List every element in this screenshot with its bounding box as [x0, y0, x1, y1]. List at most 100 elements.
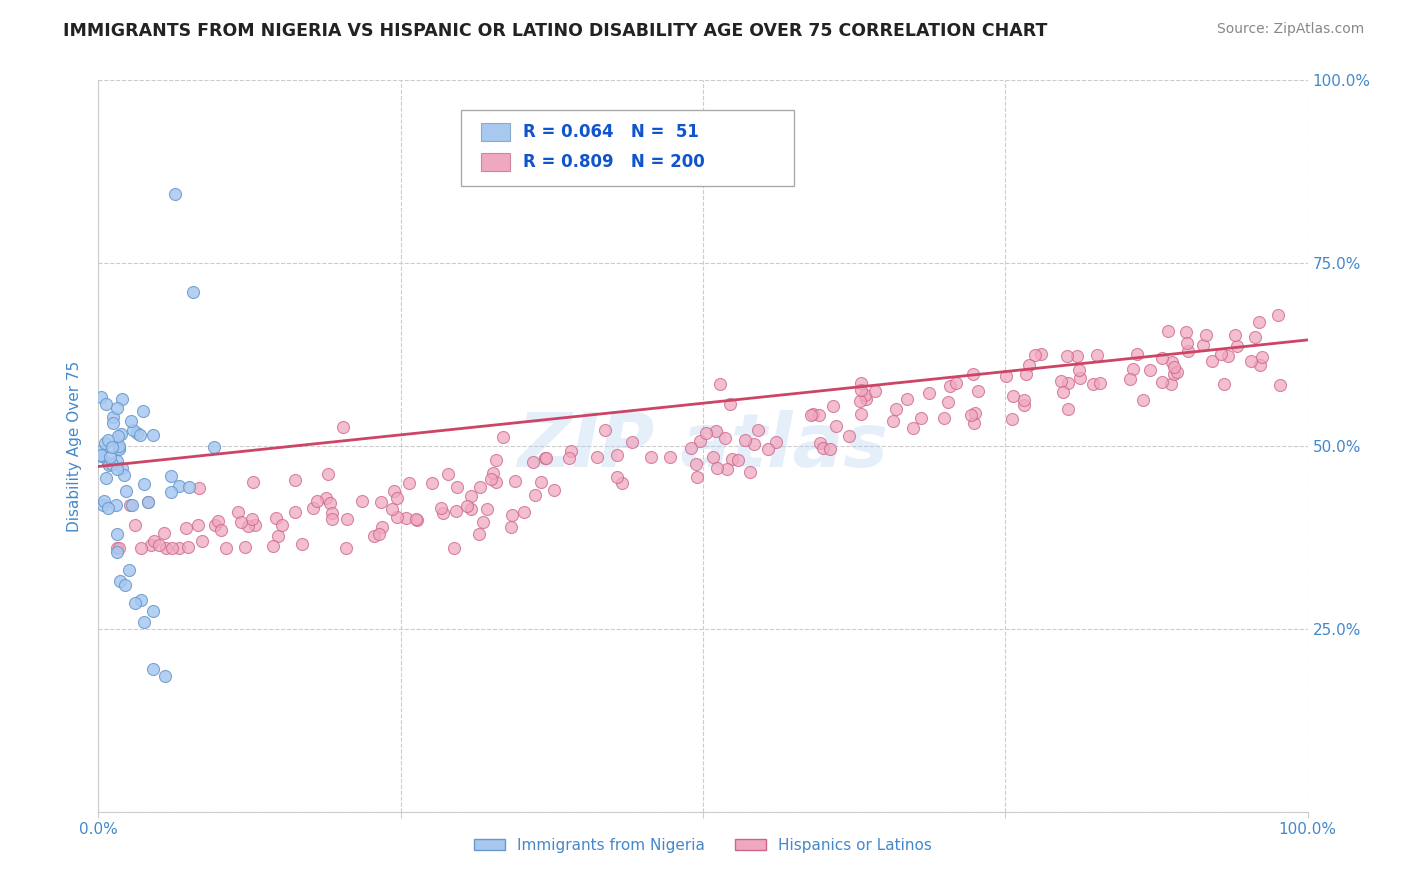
Point — [994, 368, 1017, 383]
Point — [882, 414, 904, 428]
Point — [468, 527, 491, 541]
Point — [91, 498, 114, 512]
Point — [271, 518, 294, 533]
Point — [174, 521, 197, 535]
Point — [153, 669, 176, 683]
Point — [1209, 347, 1232, 361]
Point — [160, 485, 183, 500]
Point — [160, 468, 183, 483]
Point — [1166, 365, 1188, 379]
Point — [714, 431, 737, 445]
Point — [1067, 363, 1090, 377]
Point — [290, 537, 312, 551]
Point — [90, 449, 112, 463]
Point — [1057, 376, 1080, 390]
Point — [1050, 374, 1073, 388]
Point — [460, 489, 482, 503]
Point — [910, 411, 932, 425]
Point — [1212, 376, 1234, 391]
Point — [959, 409, 981, 423]
Point — [1052, 385, 1074, 400]
Point — [131, 404, 153, 418]
Point — [384, 483, 406, 498]
Point — [160, 541, 183, 556]
Point — [107, 428, 129, 442]
Point — [704, 424, 727, 438]
Point — [896, 392, 918, 406]
Point — [1001, 411, 1024, 425]
Point — [1119, 372, 1142, 386]
Point — [738, 465, 761, 479]
Point — [1122, 361, 1144, 376]
Point — [108, 439, 131, 453]
Point — [105, 462, 128, 476]
FancyBboxPatch shape — [481, 123, 509, 141]
Point — [367, 527, 389, 541]
Point — [121, 423, 143, 437]
Point — [503, 474, 526, 488]
Point — [536, 451, 558, 466]
Point — [124, 518, 146, 533]
Point — [501, 508, 523, 522]
Point — [820, 442, 842, 456]
Point — [967, 384, 990, 399]
Point — [479, 472, 502, 486]
Point — [513, 505, 536, 519]
Text: Source: ZipAtlas.com: Source: ZipAtlas.com — [1216, 22, 1364, 37]
Point — [233, 540, 256, 554]
Point — [1161, 355, 1184, 369]
Point — [963, 416, 986, 430]
Point — [1126, 347, 1149, 361]
FancyBboxPatch shape — [461, 110, 793, 186]
Point — [606, 448, 628, 462]
Point — [456, 500, 478, 514]
Point — [716, 462, 738, 476]
Point — [395, 511, 418, 525]
Point — [307, 493, 329, 508]
Point — [855, 392, 877, 407]
Point — [318, 496, 340, 510]
Point — [121, 498, 143, 512]
Point — [1249, 358, 1271, 372]
Point — [851, 383, 873, 397]
Point — [370, 520, 392, 534]
Point — [686, 470, 709, 484]
Point — [381, 502, 404, 516]
Point — [640, 450, 662, 465]
Point — [321, 506, 343, 520]
Point — [148, 538, 170, 552]
Point — [143, 534, 166, 549]
Point — [112, 467, 135, 482]
Point — [108, 442, 131, 456]
Point — [1174, 325, 1197, 339]
Point — [1018, 358, 1040, 372]
Point — [98, 450, 121, 464]
Point — [849, 394, 872, 409]
Point — [284, 505, 307, 519]
Point — [477, 502, 499, 516]
Point — [242, 475, 264, 490]
Point — [446, 480, 468, 494]
Point — [240, 512, 263, 526]
Point — [689, 434, 711, 448]
Point — [742, 437, 765, 451]
Point — [105, 454, 128, 468]
Point — [838, 429, 860, 443]
Point — [533, 451, 555, 466]
Point — [727, 453, 749, 467]
Point — [107, 401, 129, 416]
Point — [120, 414, 142, 428]
Point — [136, 494, 159, 508]
Point — [105, 526, 128, 541]
Point — [94, 436, 117, 450]
Point — [1150, 351, 1173, 365]
Point — [1267, 308, 1289, 322]
Point — [215, 541, 238, 556]
Point — [97, 457, 120, 471]
Y-axis label: Disability Age Over 75: Disability Age Over 75 — [67, 360, 83, 532]
Point — [129, 541, 152, 556]
Point — [679, 441, 702, 455]
Point — [808, 409, 831, 423]
Point — [97, 501, 120, 516]
Point — [169, 541, 191, 556]
